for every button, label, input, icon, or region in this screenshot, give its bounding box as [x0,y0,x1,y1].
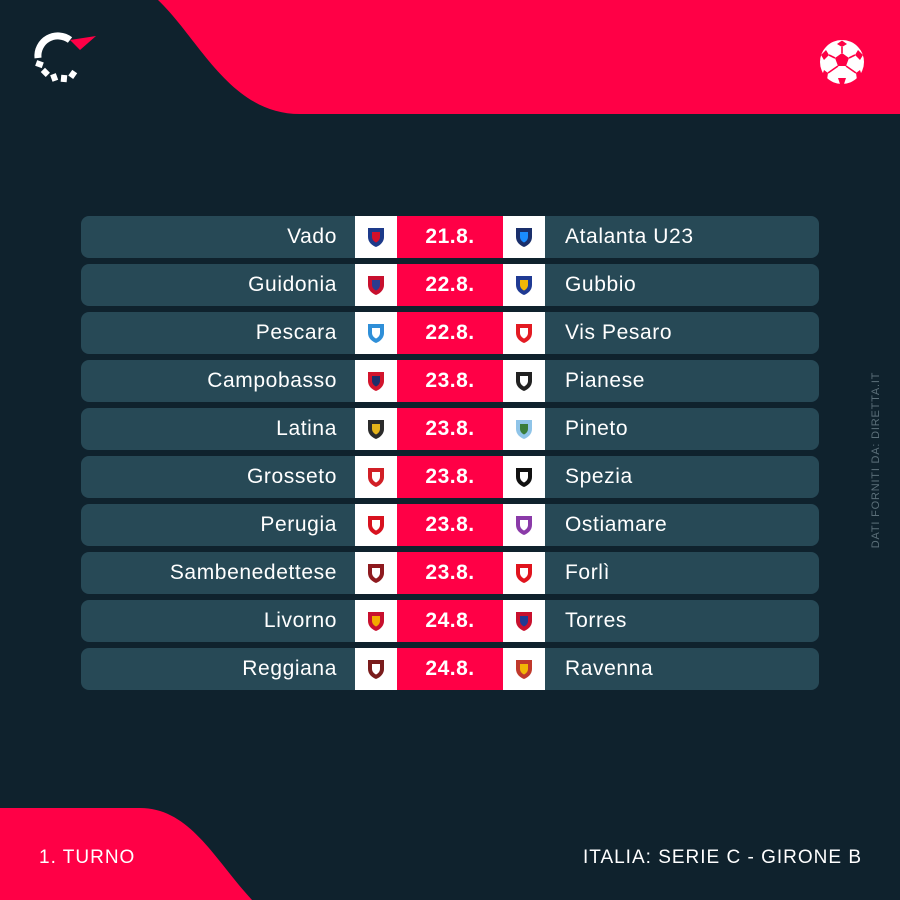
away-team: Forlì [545,552,819,594]
fixture-list: Vado 21.8. Atalanta U23 Guidonia 22.8. Gubbio… [81,216,819,696]
away-crest [503,216,545,258]
home-team: Vado [81,216,355,258]
data-credit: DATI FORNITI DA: DIRETTA.IT [870,371,882,549]
home-team: Sambenedettese [81,552,355,594]
fixture-row: Guidonia 22.8. Gubbio [81,264,819,306]
home-team: Livorno [81,600,355,642]
away-crest [503,456,545,498]
league-label: ITALIA: SERIE C - GIRONE B [582,847,862,868]
match-date: 23.8. [397,552,503,594]
home-crest [355,456,397,498]
fixture-row: Campobasso 23.8. Pianese [81,360,819,402]
home-crest [355,648,397,690]
away-team: Ravenna [545,648,819,690]
home-crest-icon [368,228,384,247]
home-crest-icon [368,324,384,343]
match-date: 23.8. [397,408,503,450]
home-crest [355,504,397,546]
away-crest [503,312,545,354]
fixture-row: Perugia 23.8. Ostiamare [81,504,819,546]
away-team: Atalanta U23 [545,216,819,258]
soccer-ball-icon [820,40,864,84]
match-date: 24.8. [397,600,503,642]
home-team: Reggiana [81,648,355,690]
away-team: Pineto [545,408,819,450]
away-crest-icon [516,324,532,343]
home-crest [355,552,397,594]
fixture-row: Latina 23.8. Pineto [81,408,819,450]
home-team: Perugia [81,504,355,546]
away-crest-icon [516,276,532,295]
away-crest-icon [516,372,532,391]
away-crest-icon [516,612,532,631]
fixture-row: Grosseto 23.8. Spezia [81,456,819,498]
home-crest-icon [368,564,384,583]
away-crest-icon [516,420,532,439]
home-team: Grosseto [81,456,355,498]
top-accent-shape [158,0,900,114]
bottom-accent-shape [0,808,252,900]
away-crest [503,264,545,306]
home-crest [355,408,397,450]
match-date: 22.8. [397,264,503,306]
fixture-row: Pescara 22.8. Vis Pesaro [81,312,819,354]
fixture-row: Reggiana 24.8. Ravenna [81,648,819,690]
match-date: 22.8. [397,312,503,354]
away-crest-icon [516,660,532,679]
home-crest-icon [368,276,384,295]
home-crest-icon [368,612,384,631]
away-crest-icon [516,564,532,583]
home-crest-icon [368,660,384,679]
fixture-row: Sambenedettese 23.8. Forlì [81,552,819,594]
fixture-row: Vado 21.8. Atalanta U23 [81,216,819,258]
match-date: 21.8. [397,216,503,258]
away-team: Torres [545,600,819,642]
away-crest [503,552,545,594]
fixture-row: Livorno 24.8. Torres [81,600,819,642]
away-crest [503,360,545,402]
home-crest [355,360,397,402]
away-crest-icon [516,228,532,247]
home-team: Pescara [81,312,355,354]
match-date: 24.8. [397,648,503,690]
home-crest [355,600,397,642]
away-crest [503,648,545,690]
home-crest [355,312,397,354]
match-date: 23.8. [397,360,503,402]
match-date: 23.8. [397,456,503,498]
away-crest-icon [516,468,532,487]
away-crest-icon [516,516,532,535]
away-crest [503,600,545,642]
home-team: Latina [81,408,355,450]
away-team: Ostiamare [545,504,819,546]
home-crest-icon [368,468,384,487]
away-team: Vis Pesaro [545,312,819,354]
home-team: Guidonia [81,264,355,306]
away-team: Pianese [545,360,819,402]
home-crest-icon [368,516,384,535]
away-team: Gubbio [545,264,819,306]
away-crest [503,504,545,546]
home-crest [355,264,397,306]
match-date: 23.8. [397,504,503,546]
home-crest [355,216,397,258]
home-crest-icon [368,420,384,439]
flashscore-logo [34,32,96,83]
away-crest [503,408,545,450]
home-team: Campobasso [81,360,355,402]
home-crest-icon [368,372,384,391]
round-label: 1. TURNO [39,847,136,868]
away-team: Spezia [545,456,819,498]
